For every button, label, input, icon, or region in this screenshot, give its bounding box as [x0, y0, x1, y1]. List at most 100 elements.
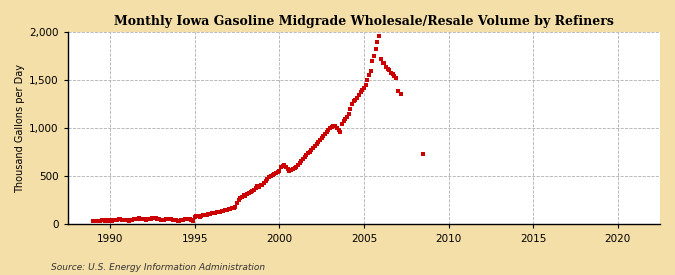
Point [281, 165, 292, 169]
Point [128, 217, 139, 221]
Point [272, 169, 283, 174]
Point [147, 216, 158, 220]
Point [379, 60, 389, 65]
Point [250, 186, 261, 191]
Text: Source: U.S. Energy Information Administration: Source: U.S. Energy Information Administ… [51, 263, 265, 271]
Point [234, 198, 244, 202]
Point [171, 218, 182, 223]
Point [344, 112, 354, 116]
Point [254, 185, 265, 189]
Point [124, 218, 134, 223]
Point [286, 167, 296, 172]
Point [292, 163, 303, 167]
Point [327, 125, 338, 130]
Point [259, 180, 269, 185]
Point [252, 184, 263, 189]
Point [354, 92, 364, 97]
Point [217, 209, 227, 213]
Point [360, 83, 371, 87]
Point [345, 107, 356, 111]
Point [182, 217, 193, 221]
Point [348, 99, 359, 104]
Point [247, 189, 258, 193]
Point [335, 130, 346, 134]
Point [115, 217, 126, 221]
Point [238, 193, 249, 197]
Point [200, 213, 211, 217]
Point [347, 102, 358, 106]
Point [108, 218, 119, 222]
Point [392, 89, 403, 93]
Point [362, 78, 373, 82]
Point [125, 218, 136, 222]
Point [325, 126, 335, 131]
Point [244, 191, 254, 195]
Point [208, 211, 219, 215]
Point [271, 170, 281, 175]
Point [135, 216, 146, 221]
Point [132, 216, 142, 221]
Point [289, 166, 300, 170]
Point [333, 128, 344, 133]
Point [355, 90, 366, 94]
Point [296, 159, 306, 163]
Point [389, 74, 400, 79]
Point [338, 119, 349, 123]
Point [174, 219, 185, 223]
Point [91, 218, 102, 223]
Point [331, 126, 342, 131]
Point [284, 169, 295, 173]
Point [205, 212, 215, 216]
Point [98, 218, 109, 222]
Point [178, 218, 188, 222]
Point [306, 147, 317, 152]
Point [308, 145, 319, 150]
Point [151, 216, 161, 221]
Point [176, 218, 186, 223]
Point [372, 39, 383, 44]
Point [381, 64, 392, 69]
Point [220, 208, 231, 212]
Point [117, 218, 128, 222]
Point [374, 34, 385, 38]
Point [184, 217, 195, 222]
Point [101, 218, 112, 222]
Point [189, 214, 200, 219]
Point [309, 144, 320, 148]
Point [385, 70, 396, 75]
Point [130, 217, 141, 222]
Point [225, 207, 236, 211]
Point [316, 136, 327, 140]
Point [315, 138, 325, 142]
Point [137, 217, 148, 221]
Point [288, 167, 298, 171]
Point [110, 218, 121, 222]
Point [228, 206, 239, 210]
Point [277, 164, 288, 168]
Point [142, 217, 153, 221]
Point [255, 183, 266, 188]
Point [169, 218, 180, 222]
Point [165, 217, 176, 221]
Point [237, 194, 248, 199]
Point [248, 188, 259, 192]
Point [328, 124, 339, 129]
Point [242, 192, 252, 196]
Point [232, 201, 242, 205]
Point [313, 140, 323, 144]
Point [342, 115, 352, 119]
Point [240, 194, 251, 198]
Point [375, 57, 386, 61]
Point [340, 117, 351, 121]
Point [265, 174, 276, 178]
Point [262, 177, 273, 181]
Point [223, 207, 234, 211]
Point [107, 219, 117, 223]
Point [387, 72, 398, 77]
Point [179, 217, 190, 222]
Point [154, 217, 165, 222]
Point [382, 66, 393, 71]
Point [100, 218, 111, 223]
Point [294, 161, 305, 165]
Point [291, 165, 302, 169]
